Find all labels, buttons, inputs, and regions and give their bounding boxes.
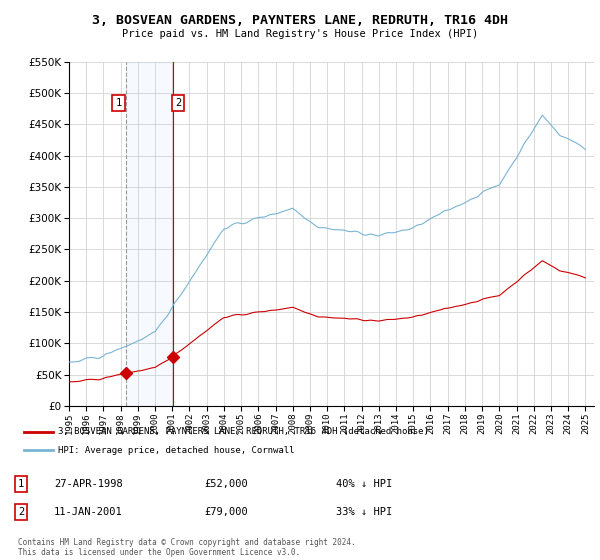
Text: 1: 1	[18, 479, 24, 489]
Text: £52,000: £52,000	[204, 479, 248, 489]
Text: Contains HM Land Registry data © Crown copyright and database right 2024.
This d: Contains HM Land Registry data © Crown c…	[18, 538, 356, 557]
Text: Price paid vs. HM Land Registry's House Price Index (HPI): Price paid vs. HM Land Registry's House …	[122, 29, 478, 39]
Text: 3, BOSVEAN GARDENS, PAYNTERS LANE, REDRUTH, TR16 4DH (detached house): 3, BOSVEAN GARDENS, PAYNTERS LANE, REDRU…	[58, 427, 429, 436]
Text: 2: 2	[18, 507, 24, 517]
Text: 33% ↓ HPI: 33% ↓ HPI	[336, 507, 392, 517]
Text: 2: 2	[175, 98, 181, 108]
Text: HPI: Average price, detached house, Cornwall: HPI: Average price, detached house, Corn…	[58, 446, 295, 455]
Text: 1: 1	[116, 98, 122, 108]
Text: 3, BOSVEAN GARDENS, PAYNTERS LANE, REDRUTH, TR16 4DH: 3, BOSVEAN GARDENS, PAYNTERS LANE, REDRU…	[92, 14, 508, 27]
Text: 40% ↓ HPI: 40% ↓ HPI	[336, 479, 392, 489]
Text: 11-JAN-2001: 11-JAN-2001	[54, 507, 123, 517]
Bar	[125, 62, 173, 406]
Text: 27-APR-1998: 27-APR-1998	[54, 479, 123, 489]
Text: £79,000: £79,000	[204, 507, 248, 517]
